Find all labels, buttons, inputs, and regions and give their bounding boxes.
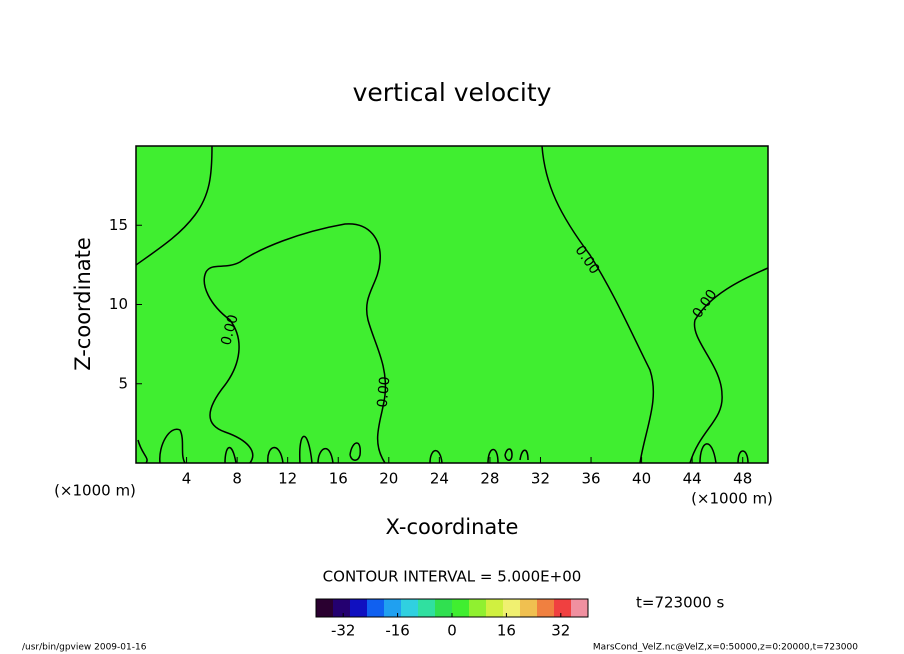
colorbar-cell xyxy=(554,599,572,617)
contour-line xyxy=(137,428,749,464)
contour-line xyxy=(689,267,769,464)
colorbar-cell xyxy=(503,599,521,617)
colorbar-tick-label: -16 xyxy=(385,622,410,640)
x-tick-label: 4 xyxy=(182,470,192,488)
colorbar-cell xyxy=(367,599,385,617)
x-tick-label: 16 xyxy=(329,470,348,488)
x-tick-label: 24 xyxy=(430,470,449,488)
colorbar-cell xyxy=(537,599,555,617)
colorbar-tick-label: -32 xyxy=(331,622,356,640)
colorbar-cell xyxy=(418,599,436,617)
colorbar-cell xyxy=(435,599,453,617)
y-tick-label: 15 xyxy=(109,216,128,234)
colorbar-cell xyxy=(384,599,402,617)
colorbar: -32 -16 0 16 32 xyxy=(315,598,589,640)
colorbar-cell xyxy=(350,599,368,617)
plot-area xyxy=(136,146,768,463)
x-tick-label: 32 xyxy=(531,470,550,488)
contour-label: 0.00 xyxy=(375,376,394,408)
colorbar-cell xyxy=(486,599,504,617)
contours xyxy=(135,145,769,464)
x-unit: (×1000 m) xyxy=(54,482,136,500)
x-unit: (×1000 m) xyxy=(691,490,773,508)
x-tick-label: 48 xyxy=(733,470,752,488)
footer: MarsCond_VelZ.nc@VelZ,x=0:50000,z=0:2000… xyxy=(593,643,858,653)
x-axis-label: X-coordinate xyxy=(386,515,519,539)
contour-label: 0.00 xyxy=(218,313,242,347)
colorbar-cell xyxy=(520,599,538,617)
colorbar-cell xyxy=(316,599,334,617)
y-tick-label: 10 xyxy=(109,295,128,313)
x-tick-label: 20 xyxy=(379,470,398,488)
colorbar-cell xyxy=(571,599,589,617)
colorbar-tick-label: 0 xyxy=(447,622,457,640)
colorbar-cell xyxy=(401,599,419,617)
chart-title: vertical velocity xyxy=(353,78,552,107)
contour-line xyxy=(203,223,387,464)
time-label: t=723000 s xyxy=(636,594,724,612)
contour-interval: CONTOUR INTERVAL = 5.000E+00 xyxy=(323,568,582,586)
y-axis-label: Z-coordinate xyxy=(71,237,95,371)
contour-line xyxy=(135,145,213,266)
y-tick-label: 5 xyxy=(118,374,128,392)
x-tick-label: 40 xyxy=(632,470,651,488)
colorbar-tick-label: 32 xyxy=(551,622,570,640)
colorbar-tick-label: 16 xyxy=(497,622,516,640)
x-tick-label: 44 xyxy=(683,470,702,488)
colorbar-cell xyxy=(469,599,487,617)
footer: /usr/bin/gpview 2009-01-16 xyxy=(22,643,147,653)
x-tick-label: 12 xyxy=(278,470,297,488)
x-tick-label: 8 xyxy=(232,470,242,488)
colorbar-cell xyxy=(333,599,351,617)
x-tick-label: 28 xyxy=(480,470,499,488)
x-tick-label: 36 xyxy=(581,470,600,488)
contour-line xyxy=(541,145,655,464)
colorbar-cell xyxy=(452,599,470,617)
